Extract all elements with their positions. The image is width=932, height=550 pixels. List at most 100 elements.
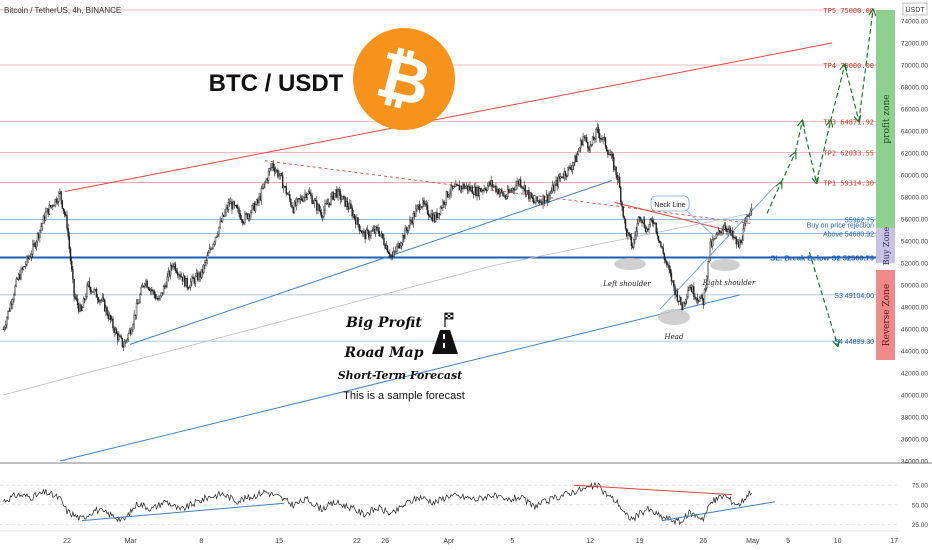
candle-down: [38, 233, 40, 238]
candle-up: [465, 185, 468, 188]
neck-line-pointer: [685, 209, 717, 239]
candle-down: [383, 238, 385, 245]
candle-up: [207, 252, 210, 256]
price-tick-label: 56000.00: [901, 217, 928, 224]
candle-up: [36, 233, 39, 243]
candle-down: [220, 220, 223, 223]
rsi-pane: 75.00 50.00 25.00: [0, 481, 929, 529]
candle-down: [680, 296, 682, 305]
level-label: TP4 70000.00: [823, 62, 874, 70]
candle-down: [463, 183, 465, 189]
price-tick-label: 42000.00: [901, 371, 928, 378]
level-label: TP2 62033.55: [823, 150, 874, 158]
candle-up: [118, 335, 120, 341]
trendlines: [3, 42, 833, 462]
candle-down: [543, 195, 545, 203]
candle-down: [351, 207, 353, 217]
candle-up: [334, 189, 337, 194]
candle-up: [12, 299, 14, 305]
candle-down: [98, 299, 100, 303]
candle-up: [138, 301, 140, 304]
candle-up: [506, 189, 509, 197]
candle-up: [695, 298, 697, 300]
candle-up: [736, 241, 739, 245]
candle-up: [293, 201, 296, 213]
candle-down: [61, 200, 63, 209]
candle-up: [317, 204, 319, 211]
candle-down: [668, 265, 670, 270]
candle-down: [624, 218, 627, 229]
candle-up: [452, 186, 455, 189]
candle-up: [516, 181, 518, 186]
candle-down: [120, 336, 122, 339]
right-shoulder-marker: [710, 259, 740, 271]
candle-down: [689, 286, 692, 289]
candle-up: [511, 188, 514, 191]
candle-down: [280, 173, 283, 177]
price-tick-label: 54000.00: [901, 239, 928, 246]
candle-up: [276, 169, 278, 172]
candle-up: [671, 280, 674, 282]
candle-up: [139, 294, 141, 303]
candle-down: [66, 215, 68, 229]
candle-up: [200, 269, 203, 278]
candle-down: [729, 227, 732, 234]
candle-up: [125, 340, 127, 342]
candle-up: [716, 233, 719, 235]
candle-down: [562, 177, 564, 179]
big-profit-label: Big Profit: [345, 315, 422, 331]
candle-up: [204, 262, 206, 266]
candle-down: [623, 216, 626, 220]
candle-up: [723, 225, 726, 230]
candle-up: [745, 220, 747, 224]
rsi-trendline: [81, 502, 285, 522]
level-label: 55962.75: [845, 217, 874, 224]
candle-up: [741, 240, 743, 243]
candle-up: [169, 265, 172, 276]
candle-down: [357, 217, 359, 225]
candle-up: [576, 154, 578, 163]
candle-down: [601, 138, 603, 140]
candle-down: [489, 181, 491, 186]
candle-down: [76, 298, 79, 306]
candle-up: [324, 203, 326, 211]
candle-down: [565, 175, 568, 177]
candle-up: [219, 220, 221, 228]
candle-up: [270, 166, 272, 169]
candle-down: [501, 189, 503, 193]
candle-down: [179, 274, 181, 277]
candle-down: [281, 175, 284, 189]
candle-down: [622, 206, 624, 218]
currency-box[interactable]: [902, 2, 928, 16]
time-axis[interactable]: 22 Mar 8 15 22 26 Apr 5 12 19 26 May 5 10 17: [63, 538, 898, 545]
candle-up: [578, 147, 581, 152]
candle-up: [523, 185, 525, 189]
candle-down: [410, 220, 412, 222]
candle-down: [581, 140, 583, 146]
head-label: Head: [664, 333, 684, 341]
candle-up: [166, 276, 168, 288]
candle-down: [724, 225, 727, 230]
candle-up: [26, 256, 28, 265]
candle-down: [88, 281, 91, 288]
candle-up: [687, 290, 689, 298]
candle-up: [380, 233, 383, 235]
sample-label: This is a sample forecast: [343, 390, 465, 402]
candle-up: [419, 206, 422, 210]
candle-down: [116, 333, 119, 341]
candle-down: [377, 227, 379, 232]
candle-down: [248, 214, 251, 218]
candle-down: [405, 227, 408, 231]
candle-up: [325, 202, 327, 205]
candle-down: [740, 240, 742, 243]
candle-down: [358, 224, 360, 231]
candle-down: [472, 193, 475, 195]
candle-up: [135, 303, 138, 316]
candle-up: [230, 201, 232, 204]
candle-down: [541, 201, 543, 205]
price-axis[interactable]: 74000.00 72000.00 70000.00 68000.00 66000.00…: [901, 19, 928, 466]
recovery-line: [659, 185, 776, 310]
candle-down: [89, 286, 92, 293]
candle-up: [162, 286, 165, 295]
rsi-tick-label: 25.00: [912, 522, 929, 529]
